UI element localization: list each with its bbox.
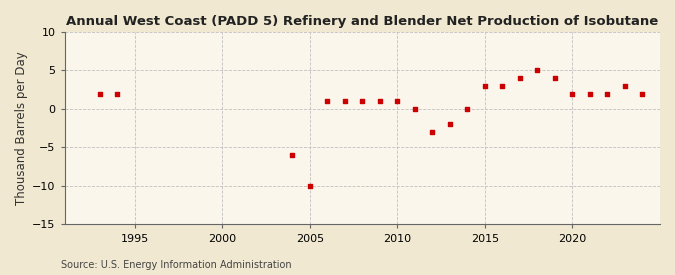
Point	[462, 107, 472, 111]
Y-axis label: Thousand Barrels per Day: Thousand Barrels per Day	[15, 51, 28, 205]
Point	[585, 91, 595, 96]
Point	[497, 84, 508, 88]
Point	[637, 91, 648, 96]
Title: Annual West Coast (PADD 5) Refinery and Blender Net Production of Isobutane: Annual West Coast (PADD 5) Refinery and …	[66, 15, 658, 28]
Point	[357, 99, 368, 103]
Point	[392, 99, 403, 103]
Point	[322, 99, 333, 103]
Point	[111, 91, 122, 96]
Point	[514, 76, 525, 80]
Point	[549, 76, 560, 80]
Point	[287, 153, 298, 157]
Point	[95, 91, 105, 96]
Point	[375, 99, 385, 103]
Point	[620, 84, 630, 88]
Point	[427, 130, 437, 134]
Text: Source: U.S. Energy Information Administration: Source: U.S. Energy Information Administ…	[61, 260, 292, 270]
Point	[479, 84, 490, 88]
Point	[532, 68, 543, 73]
Point	[567, 91, 578, 96]
Point	[410, 107, 421, 111]
Point	[304, 184, 315, 188]
Point	[340, 99, 350, 103]
Point	[444, 122, 455, 127]
Point	[602, 91, 613, 96]
